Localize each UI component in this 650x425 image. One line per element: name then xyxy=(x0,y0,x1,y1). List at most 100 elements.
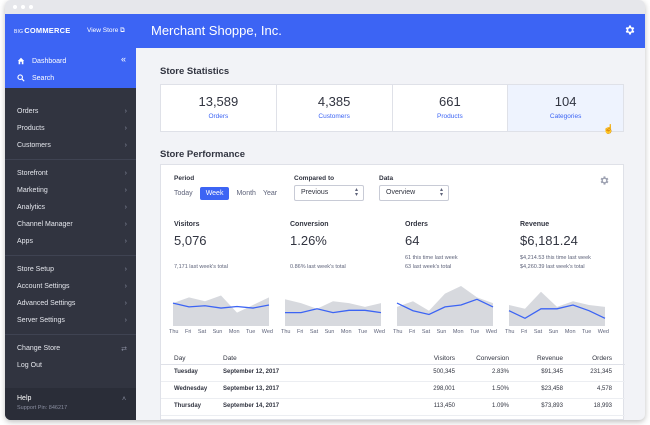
day-label: Fri xyxy=(408,329,416,335)
sidebar-item-log-out[interactable]: Log Out xyxy=(17,362,42,369)
data-select[interactable]: Overview ▴ ▾ xyxy=(379,185,449,201)
sidebar-item-orders[interactable]: Orders › xyxy=(17,108,127,115)
chevron-right-icon: › xyxy=(124,317,127,324)
day-label: Wed xyxy=(485,329,497,335)
day-label: Tue xyxy=(582,329,592,335)
period-option-week[interactable]: Week xyxy=(199,187,230,200)
sidebar-item-storefront[interactable]: Storefront › xyxy=(17,170,127,177)
window-dot-close[interactable] xyxy=(13,5,17,9)
sidebar-item-analytics[interactable]: Analytics › xyxy=(17,204,127,211)
sidebar-item-search[interactable]: Search xyxy=(17,74,54,82)
column-header-revenue[interactable]: Revenue xyxy=(536,355,563,362)
gear-icon[interactable] xyxy=(624,24,636,36)
metric-value: 1.26% xyxy=(290,233,327,248)
day-axis: Thu Fri Sat Sun Mon Tue Wed xyxy=(169,329,273,335)
day-label: Mon xyxy=(564,329,576,335)
sidebar-item-dashboard[interactable]: Dashboard xyxy=(17,57,66,65)
metric-label: Visitors xyxy=(174,221,200,228)
home-icon xyxy=(17,57,25,65)
window-dot-maximize[interactable] xyxy=(29,5,33,9)
stat-customers[interactable]: 4,385 Customers xyxy=(277,85,393,131)
day-label: Sat xyxy=(421,329,431,335)
period-label: Period xyxy=(174,175,195,182)
window-chrome xyxy=(5,0,645,14)
sidebar-item-products[interactable]: Products › xyxy=(17,125,127,132)
chevron-right-icon: › xyxy=(124,187,127,194)
column-header-orders[interactable]: Orders xyxy=(592,355,612,362)
table-row[interactable]: Thursday September 14, 2017 113,450 1.09… xyxy=(161,399,625,416)
window-dot-minimize[interactable] xyxy=(21,5,25,9)
period-option-today[interactable]: Today xyxy=(174,190,193,197)
sidebar-item-advanced-settings[interactable]: Advanced Settings › xyxy=(17,300,127,307)
metric-value: 5,076 xyxy=(174,233,207,248)
day-label: Sun xyxy=(324,329,335,335)
current-period-line xyxy=(172,302,270,309)
day-label: Mon xyxy=(228,329,240,335)
period-option-year[interactable]: Year xyxy=(262,190,278,197)
sidebar-item-change-store[interactable]: Change Store ⇄ xyxy=(17,345,127,353)
sidebar-item-account-settings[interactable]: Account Settings › xyxy=(17,283,127,290)
chevron-up-icon[interactable]: ˄ xyxy=(122,396,127,403)
compared-to-select[interactable]: Previous ▴ ▾ xyxy=(294,185,364,201)
day-label: Thu xyxy=(281,329,291,335)
sidebar-item-customers[interactable]: Customers › xyxy=(17,142,127,149)
cell-day: Thursday xyxy=(174,403,202,409)
day-label: Thu xyxy=(505,329,515,335)
data-label: Data xyxy=(379,175,394,182)
day-label: Wed xyxy=(261,329,273,335)
help-panel[interactable]: Help Support Pin: 846217 ˄ xyxy=(5,388,136,420)
day-label: Tue xyxy=(358,329,368,335)
cell-day: Tuesday xyxy=(174,369,198,375)
cell-revenue: $91,345 xyxy=(541,369,563,375)
performance-settings-gear-icon[interactable] xyxy=(599,175,610,186)
sidebar-item-marketing[interactable]: Marketing › xyxy=(17,187,127,194)
column-header-day[interactable]: Day xyxy=(174,355,186,362)
current-period-line xyxy=(396,298,494,316)
day-axis: Thu Fri Sat Sun Mon Tue Wed xyxy=(393,329,497,335)
sidebar-item-channel-manager[interactable]: Channel Manager › xyxy=(17,221,127,228)
period-option-month[interactable]: Month xyxy=(236,190,256,197)
stat-orders[interactable]: 13,589 Orders xyxy=(161,85,277,131)
sidebar-favorites: Dashboard Search « xyxy=(5,48,136,88)
sidebar-item-server-settings[interactable]: Server Settings › xyxy=(17,317,127,324)
stat-products[interactable]: 661 Products xyxy=(393,85,509,131)
conversion-sparkline xyxy=(285,299,382,326)
table-row[interactable]: Wednesday September 13, 2017 298,001 1.5… xyxy=(161,382,625,399)
store-statistics-panel: 13,589 Orders 4,385 Customers 661 Products … xyxy=(160,84,624,132)
column-header-visitors[interactable]: Visitors xyxy=(433,355,455,362)
cell-date: September 12, 2017 xyxy=(223,369,280,375)
sidebar-item-apps[interactable]: Apps › xyxy=(17,238,127,245)
sidebar-item-store-setup[interactable]: Store Setup › xyxy=(17,266,127,273)
day-label: Thu xyxy=(169,329,179,335)
column-header-date[interactable]: Date xyxy=(223,355,237,362)
collapse-sidebar-icon[interactable]: « xyxy=(121,54,127,64)
day-label: Sun xyxy=(548,329,559,335)
stat-label: Products xyxy=(437,113,463,120)
current-period-line xyxy=(285,308,382,314)
day-label: Sun xyxy=(436,329,447,335)
stat-categories[interactable]: 104 Categories xyxy=(508,85,623,131)
hand-cursor-icon: ☝ xyxy=(603,124,615,134)
bigcommerce-logo[interactable]: BIGCOMMERCE xyxy=(14,26,70,35)
day-label: Sat xyxy=(309,329,319,335)
select-value: Overview xyxy=(386,189,416,196)
app-window: BIGCOMMERCE View Store ⧉ Dashboard Searc… xyxy=(5,0,645,420)
revenue-sparkline xyxy=(508,291,606,326)
day-label: Sat xyxy=(197,329,207,335)
cell-date: September 14, 2017 xyxy=(223,403,280,409)
sidebar: BIGCOMMERCE View Store ⧉ Dashboard Searc… xyxy=(5,14,136,420)
chevron-right-icon: › xyxy=(124,238,127,245)
cell-date: September 13, 2017 xyxy=(223,386,280,392)
sidebar-divider xyxy=(5,159,136,160)
logo-text: COMMERCE xyxy=(24,26,71,35)
view-store-link[interactable]: View Store ⧉ xyxy=(87,27,125,34)
cell-visitors: 298,001 xyxy=(433,386,455,392)
table-row[interactable]: Tuesday September 12, 2017 500,345 2.83%… xyxy=(161,365,625,382)
day-label: Mon xyxy=(452,329,464,335)
table-header: Day Date Visitors Conversion Revenue Ord… xyxy=(161,351,625,365)
metric-sub: 7,171 last week's total xyxy=(174,264,228,270)
sidebar-divider xyxy=(5,255,136,256)
column-header-conversion[interactable]: Conversion xyxy=(476,355,509,362)
performance-table: Day Date Visitors Conversion Revenue Ord… xyxy=(161,351,625,416)
day-label: Fri xyxy=(296,329,304,335)
